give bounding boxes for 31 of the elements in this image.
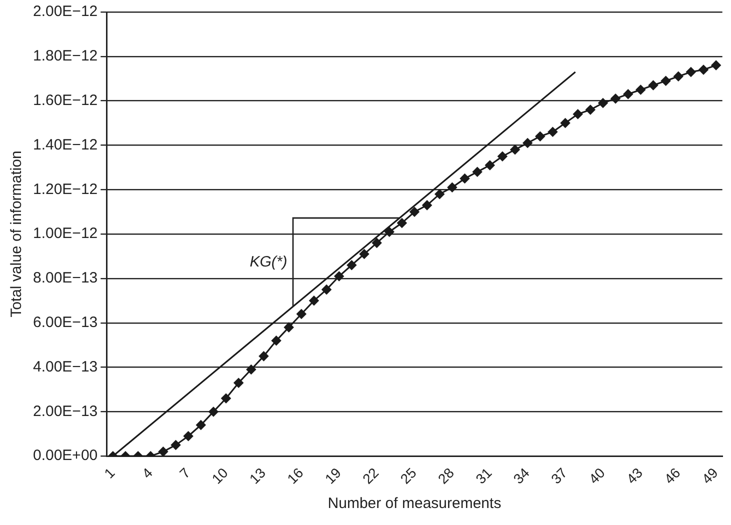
x-tick-label: 46 [660, 464, 684, 487]
x-tick-label: 1 [100, 464, 118, 482]
x-tick-label: 25 [397, 464, 420, 487]
y-tick-label: 1.80E−12 [32, 48, 98, 65]
x-tick-label: 34 [510, 464, 533, 487]
x-tick-label: 43 [623, 464, 646, 487]
y-tick-label: 1.20E−12 [32, 180, 98, 198]
y-axis-title: Total value of information [8, 150, 26, 318]
x-tick-label: 22 [359, 464, 382, 487]
y-tick-label: 1.60E−12 [32, 92, 98, 109]
y-tick-label: 0.00E+00 [32, 447, 98, 464]
y-tick-label: 1.40E−12 [32, 136, 98, 154]
y-tick-label: 2.00E−13 [32, 402, 98, 420]
x-tick-label: 10 [208, 464, 232, 487]
x-tick-label: 13 [246, 464, 269, 487]
annotation: KG(*) [250, 253, 288, 270]
x-tick-label: 40 [585, 464, 608, 487]
x-tick-label: 4 [138, 464, 156, 482]
x-axis-title: Number of measurements [328, 495, 502, 512]
y-tick-label: 2.00E−12 [32, 3, 98, 20]
x-tick-label: 7 [176, 464, 194, 482]
x-tick-label: 19 [322, 464, 344, 487]
x-tick-label: 31 [472, 464, 495, 487]
x-tick-label: 28 [434, 464, 458, 487]
x-tick-label: 16 [284, 464, 306, 487]
x-tick-label: 37 [548, 464, 570, 487]
y-tick-label: 1.00E−12 [32, 225, 98, 242]
y-tick-label: 4.00E−13 [32, 358, 98, 376]
y-tick-label: 8.00E−13 [32, 270, 98, 287]
y-tick-label: 6.00E−13 [32, 314, 98, 332]
x-tick-label: 49 [698, 464, 722, 487]
